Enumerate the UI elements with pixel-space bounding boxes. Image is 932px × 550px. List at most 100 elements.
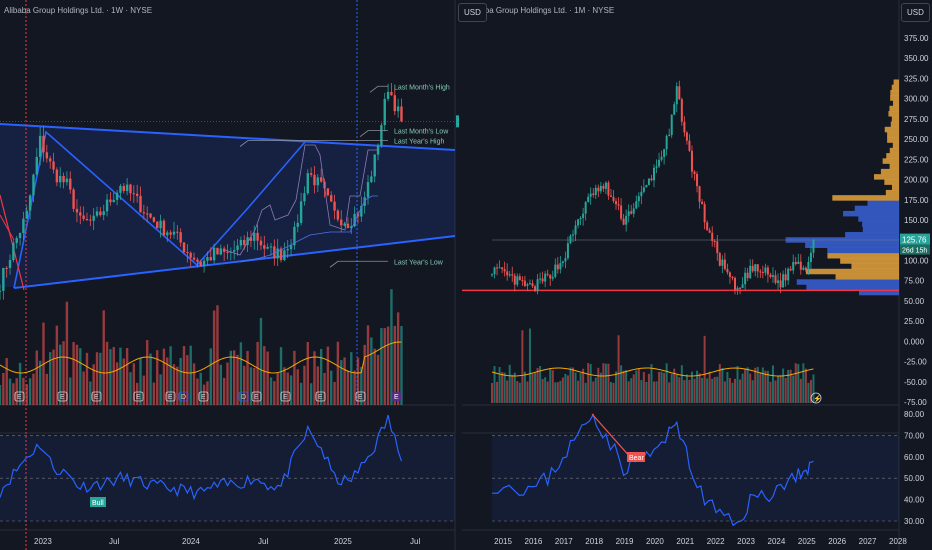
candle-body — [782, 274, 785, 288]
time-tick-label: 2024 — [768, 537, 786, 546]
volume-bar — [630, 378, 633, 403]
candle-body — [48, 158, 52, 162]
volume-bar — [35, 350, 39, 405]
candle-body — [243, 239, 246, 245]
candle-body — [115, 192, 119, 200]
candle-body — [95, 211, 99, 216]
right-currency-button[interactable]: USD — [901, 3, 930, 22]
monthly-chart-pane[interactable]: 375.00 350.00 325.00 300.00 275.00 250.00 225.… — [462, 0, 932, 550]
volume-bar — [216, 305, 219, 405]
bull-label-box — [90, 497, 106, 507]
volume-bar — [496, 381, 499, 403]
candle-body — [330, 195, 333, 202]
volume-bar — [52, 349, 55, 405]
candle-body — [508, 274, 511, 276]
candle-body — [22, 218, 25, 233]
candle-body — [680, 99, 683, 122]
volume-bar — [711, 378, 714, 403]
volume-bar — [249, 367, 253, 405]
candle-body — [129, 184, 132, 194]
candle-body — [35, 156, 39, 175]
last-price-badge — [456, 115, 459, 128]
volume-bar — [109, 349, 112, 405]
volume-bar — [615, 371, 618, 403]
volume-bar — [582, 368, 585, 403]
volume-bar — [642, 372, 645, 403]
candle-body — [723, 259, 726, 269]
candle-body — [541, 278, 544, 282]
candle-body — [125, 184, 129, 191]
candle-body — [299, 201, 303, 223]
volume-bar — [112, 347, 115, 405]
volume-bar — [706, 378, 709, 403]
volume-bar — [678, 377, 681, 403]
candle-body — [249, 237, 253, 241]
volume-bar — [564, 373, 567, 403]
candle-body — [390, 91, 393, 96]
candle-body — [212, 247, 216, 261]
volume-profile-bar — [845, 231, 899, 238]
volume-bar — [690, 371, 693, 403]
candle-body — [380, 125, 383, 146]
volume-bar — [647, 373, 650, 403]
volume-bar — [544, 377, 547, 403]
volume-bar — [132, 363, 136, 405]
volume-bar — [784, 378, 787, 403]
earnings-badge — [178, 391, 189, 402]
left-currency-button[interactable]: USD — [458, 3, 487, 22]
candle-body — [592, 193, 595, 195]
downtrend-line — [0, 194, 25, 291]
volume-bar — [604, 363, 607, 403]
candle-body — [630, 211, 633, 214]
volume-bar — [48, 352, 52, 405]
volume-bar — [491, 382, 493, 403]
price-tick-label: 275.00 — [904, 115, 929, 124]
volume-bar — [625, 370, 628, 403]
candle-body — [728, 272, 731, 277]
volume-bar — [146, 340, 149, 405]
volume-bar — [206, 381, 209, 405]
candle-body — [564, 258, 567, 262]
candle-body — [754, 264, 757, 272]
candle-body — [286, 249, 289, 251]
rsi-line — [491, 413, 814, 527]
volume-bar — [326, 346, 330, 405]
volume-bar — [336, 341, 340, 405]
volume-bar — [366, 325, 370, 405]
volume-bar — [771, 365, 774, 403]
volume-bar — [360, 366, 363, 405]
time-tick-label: Jul — [258, 537, 268, 546]
candle-body — [658, 159, 661, 167]
time-tick-label: 2024 — [182, 537, 200, 546]
rsi-tick-label: 80.00 — [904, 410, 925, 419]
candle-body — [620, 205, 623, 219]
bear-divergence-line — [591, 413, 631, 458]
volume-bar — [592, 381, 595, 403]
weekly-chart-pane[interactable]: 160.00150.00140.00130.00120.00110.00100.… — [0, 0, 459, 550]
volume-profile-bar — [884, 126, 899, 133]
volume-bar — [293, 350, 296, 405]
candle-body — [273, 246, 276, 259]
volume-bar — [749, 373, 752, 403]
earnings-badge-letter: E — [201, 394, 206, 401]
candle-body — [701, 201, 704, 205]
volume-bar — [8, 378, 12, 405]
volume-profile-bar — [890, 95, 899, 101]
candle-body — [159, 220, 162, 229]
volume-bar — [577, 380, 580, 403]
volume-bar — [169, 346, 172, 405]
candle-body — [812, 239, 815, 253]
candle-body — [597, 187, 600, 192]
volume-bar — [637, 368, 640, 403]
volume-bar — [501, 372, 504, 403]
candle-body — [744, 272, 747, 285]
candle-body — [370, 176, 373, 183]
volume-bar — [561, 377, 564, 403]
volume-bar — [551, 370, 554, 403]
volume-bar — [739, 379, 742, 403]
volume-bar — [316, 366, 320, 405]
rsi-line — [0, 414, 403, 501]
time-tick-label: 2018 — [585, 537, 603, 546]
candle-body — [668, 134, 671, 136]
candle-body — [112, 199, 115, 203]
